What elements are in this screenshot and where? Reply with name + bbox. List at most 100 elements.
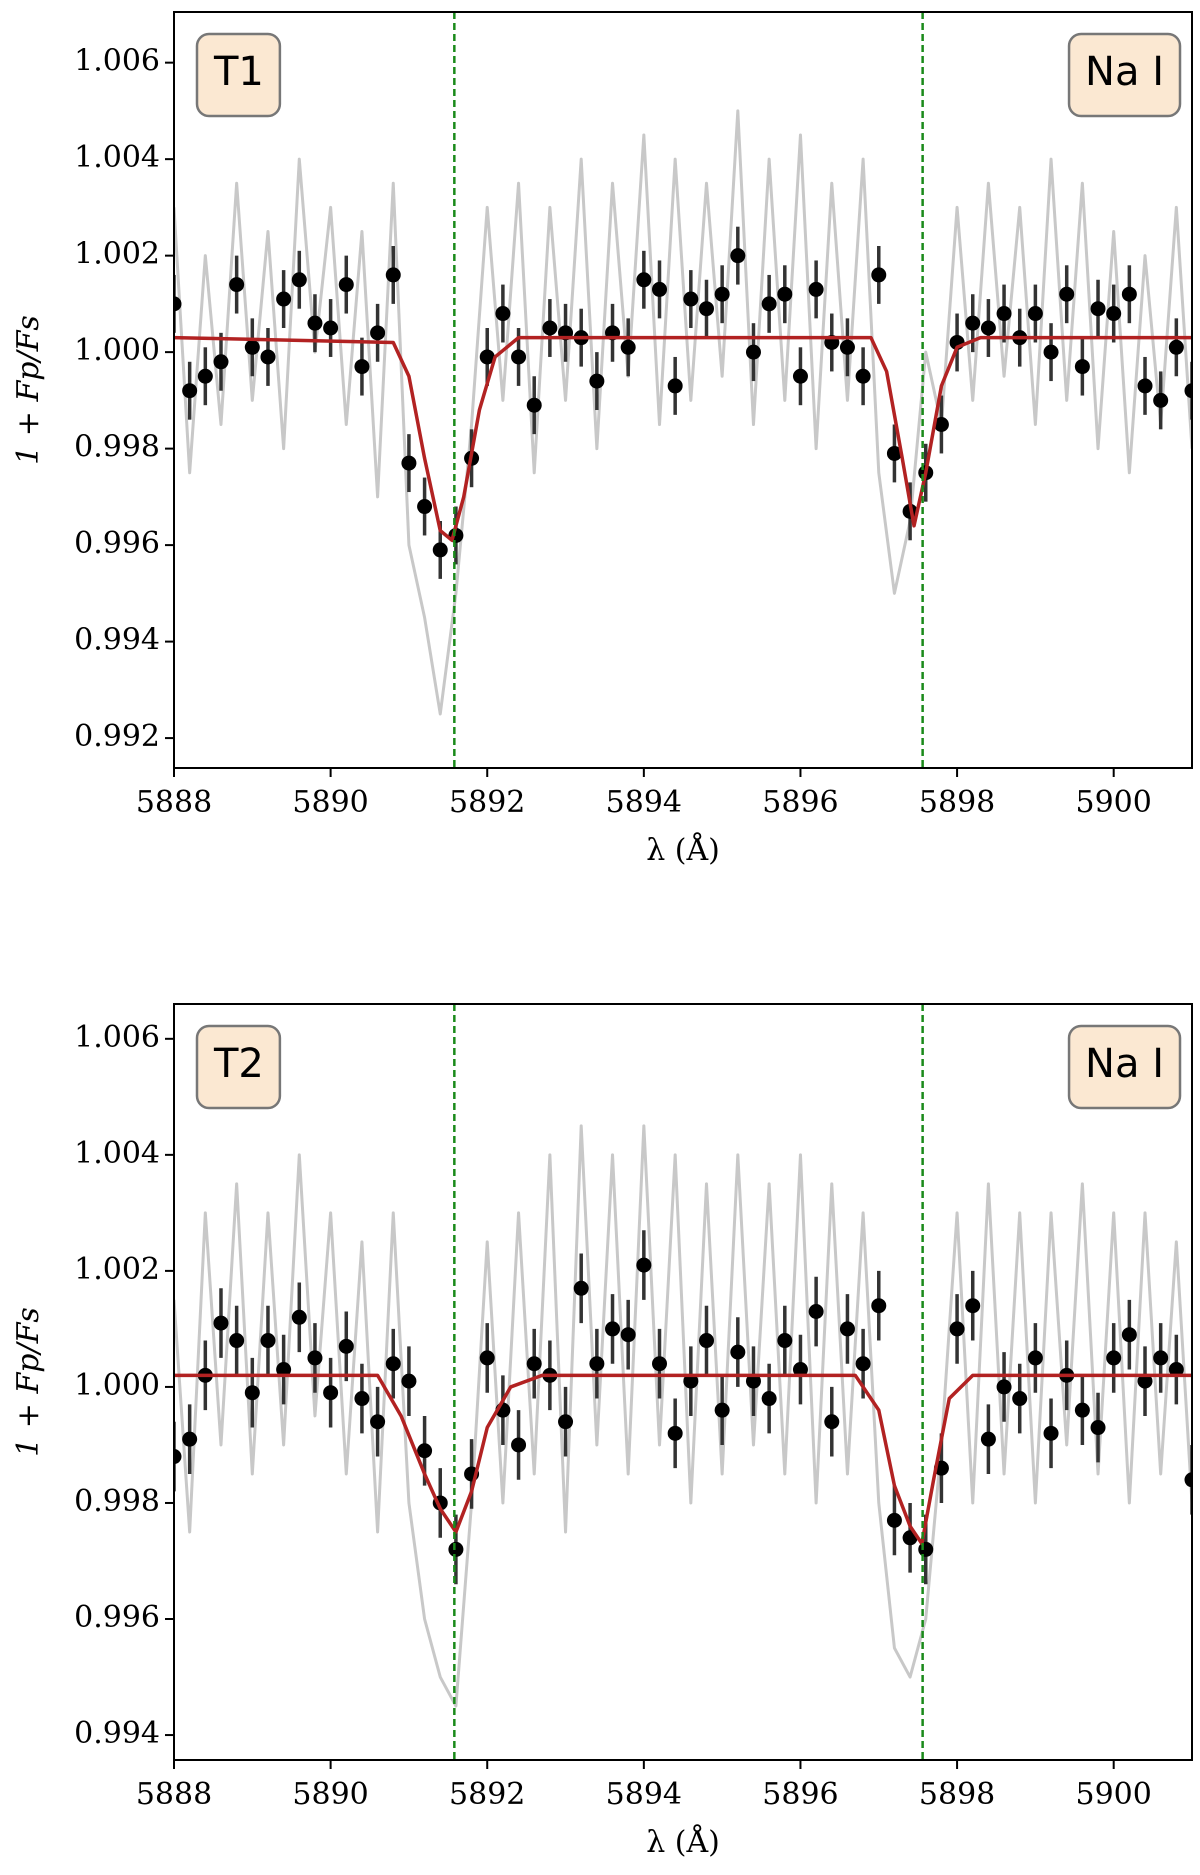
y-axis-label: 1 + Fp/Fs [11, 315, 46, 465]
data-point [792, 368, 808, 384]
data-point [1106, 1350, 1122, 1366]
data-point [526, 397, 542, 413]
y-tick-label: 0.992 [74, 719, 160, 754]
y-axis-label: 1 + Fp/Fs [11, 1307, 46, 1457]
data-point [636, 1257, 652, 1273]
data-point [1168, 1362, 1184, 1378]
y-tick-label: 0.994 [74, 623, 160, 658]
data-point [1090, 301, 1106, 317]
y-tick-label: 1.002 [74, 1252, 160, 1287]
y-tick-label: 0.994 [74, 1716, 160, 1751]
data-point [761, 1391, 777, 1407]
data-point [980, 320, 996, 336]
axes-frame [173, 11, 1193, 769]
x-tick-label: 5894 [606, 785, 682, 820]
data-point [839, 1321, 855, 1337]
annotation: Na I [1085, 49, 1164, 95]
data-point [1090, 1420, 1106, 1436]
data-point [1059, 286, 1075, 302]
x-tick-label: 5900 [1076, 785, 1152, 820]
data-point [495, 306, 511, 322]
data-point [338, 277, 354, 293]
data-point [589, 373, 605, 389]
data-point [714, 286, 730, 302]
axes-frame [173, 1003, 1193, 1761]
data-point [229, 277, 245, 293]
x-tick-label: 5898 [919, 785, 995, 820]
y-tick-label: 1.006 [74, 1020, 160, 1055]
data-point [174, 296, 182, 312]
data-point [213, 1315, 229, 1331]
data-point [636, 272, 652, 288]
data-point [1137, 1373, 1153, 1389]
data-point [213, 354, 229, 370]
data-point [605, 1321, 621, 1337]
data-point [933, 416, 949, 432]
data-point [871, 1298, 887, 1314]
data-point [1184, 383, 1192, 399]
y-tick-label: 0.998 [74, 430, 160, 465]
data-point [401, 1373, 417, 1389]
data-point [1043, 344, 1059, 360]
data-point [667, 378, 683, 394]
data-point [1027, 1350, 1043, 1366]
annotation: Na I [1085, 1041, 1164, 1087]
spectrum-line [174, 1124, 1192, 1708]
data-point [197, 368, 213, 384]
data-point [996, 306, 1012, 322]
data-point [370, 325, 386, 341]
y-tick-label: 1.004 [74, 1136, 160, 1171]
data-point [589, 1356, 605, 1372]
data-point [1137, 378, 1153, 394]
data-point [432, 542, 448, 558]
data-point [182, 383, 198, 399]
data-point [307, 1350, 323, 1366]
data-point [558, 1414, 574, 1430]
plot-area [174, 1124, 1192, 1708]
x-tick-label: 5890 [292, 1777, 368, 1812]
data-point [855, 1356, 871, 1372]
data-point [683, 1373, 699, 1389]
data-point [479, 349, 495, 365]
data-point [777, 1333, 793, 1349]
data-point [291, 272, 307, 288]
data-point [792, 1362, 808, 1378]
y-tick-label: 1.000 [74, 1368, 160, 1403]
data-point [323, 1385, 339, 1401]
data-point [1074, 1402, 1090, 1418]
x-axis-label: λ (Å) [646, 832, 720, 868]
data-point [244, 339, 260, 355]
x-tick-label: 5896 [762, 785, 838, 820]
x-tick-label: 5890 [292, 785, 368, 820]
data-point [808, 1304, 824, 1320]
x-tick-label: 5888 [136, 1777, 212, 1812]
x-tick-label: 5896 [762, 1777, 838, 1812]
data-point [652, 1356, 668, 1372]
x-tick-label: 5898 [919, 1777, 995, 1812]
data-point [730, 1344, 746, 1360]
data-point [276, 291, 292, 307]
x-tick-label: 5894 [606, 1777, 682, 1812]
data-point [839, 339, 855, 355]
y-tick-label: 1.002 [74, 237, 160, 272]
data-point [652, 281, 668, 297]
data-point [260, 349, 276, 365]
data-point [354, 1391, 370, 1407]
data-point [1106, 306, 1122, 322]
data-point [1012, 1391, 1028, 1407]
annotation: T2 [213, 1041, 264, 1087]
data-point [229, 1333, 245, 1349]
data-point [354, 359, 370, 375]
data-point [965, 1298, 981, 1314]
data-point [949, 1321, 965, 1337]
data-point [1153, 392, 1169, 408]
data-point [777, 286, 793, 302]
y-tick-label: 0.996 [74, 1600, 160, 1635]
data-point [808, 281, 824, 297]
data-point [824, 1414, 840, 1430]
data-point [698, 301, 714, 317]
data-point [573, 1280, 589, 1296]
data-point [370, 1414, 386, 1430]
y-tick-label: 1.004 [74, 140, 160, 175]
panel: 5888 5890 5892 5894 5896 5898 5900 0.994 0.996 0.… [11, 1003, 1193, 1860]
